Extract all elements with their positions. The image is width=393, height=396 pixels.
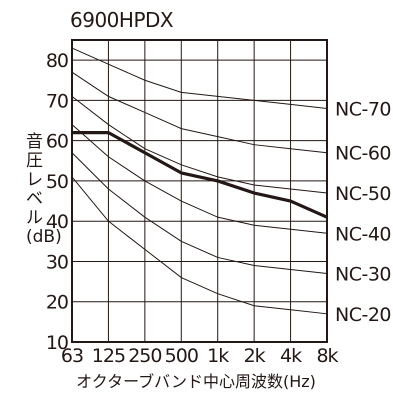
nc-curve — [71, 152, 328, 275]
x-tick-label: 8k — [316, 345, 338, 367]
chart-title: 6900HPDX — [70, 8, 174, 32]
y-tick-label: 30 — [46, 251, 68, 273]
x-tick-label: 1k — [207, 345, 229, 367]
y-tick-label: 70 — [46, 90, 68, 112]
y-tick-label: 20 — [46, 292, 68, 314]
x-tick-label: 4k — [280, 345, 302, 367]
x-axis-label: オクターブバンド中心周波数(Hz) — [76, 372, 316, 391]
nc-curve-label: NC-70 — [335, 98, 391, 120]
y-tick-label: 40 — [46, 211, 68, 233]
plot-frame — [71, 39, 328, 343]
y-tick-label: 60 — [46, 131, 68, 153]
y-axis-label: 音 圧 レ ベ ル (dB) — [26, 132, 62, 247]
y-axis-label-char: 圧 — [26, 151, 43, 171]
nc-curve-label: NC-60 — [335, 143, 391, 165]
y-axis-label-unit: (dB) — [26, 227, 62, 247]
nc-curve — [71, 71, 328, 154]
nc-curve — [71, 95, 328, 194]
nc-curve — [71, 47, 328, 109]
x-tick-label: 500 — [165, 345, 198, 367]
y-axis-label-char: レ — [26, 170, 43, 190]
measured-series-line — [72, 131, 328, 219]
nc-curve-label: NC-20 — [335, 304, 391, 326]
y-axis-label-char: ル — [26, 208, 43, 228]
nc-curve — [71, 176, 328, 315]
x-tick-label: 2k — [244, 345, 266, 367]
y-axis-label-char: ベ — [26, 189, 43, 209]
nc-curve-label: NC-30 — [335, 264, 391, 286]
y-tick-label: 10 — [46, 332, 68, 354]
nc-curve-label: NC-50 — [335, 183, 391, 205]
x-tick-label: 125 — [92, 345, 125, 367]
y-axis-label-char: 音 — [26, 132, 43, 152]
x-tick-label: 63 — [61, 345, 83, 367]
x-tick-label: 250 — [128, 345, 161, 367]
nc-curve-label: NC-40 — [335, 223, 391, 245]
y-tick-label: 50 — [46, 171, 68, 193]
nc-curve — [71, 124, 328, 234]
y-tick-label: 80 — [46, 50, 68, 72]
